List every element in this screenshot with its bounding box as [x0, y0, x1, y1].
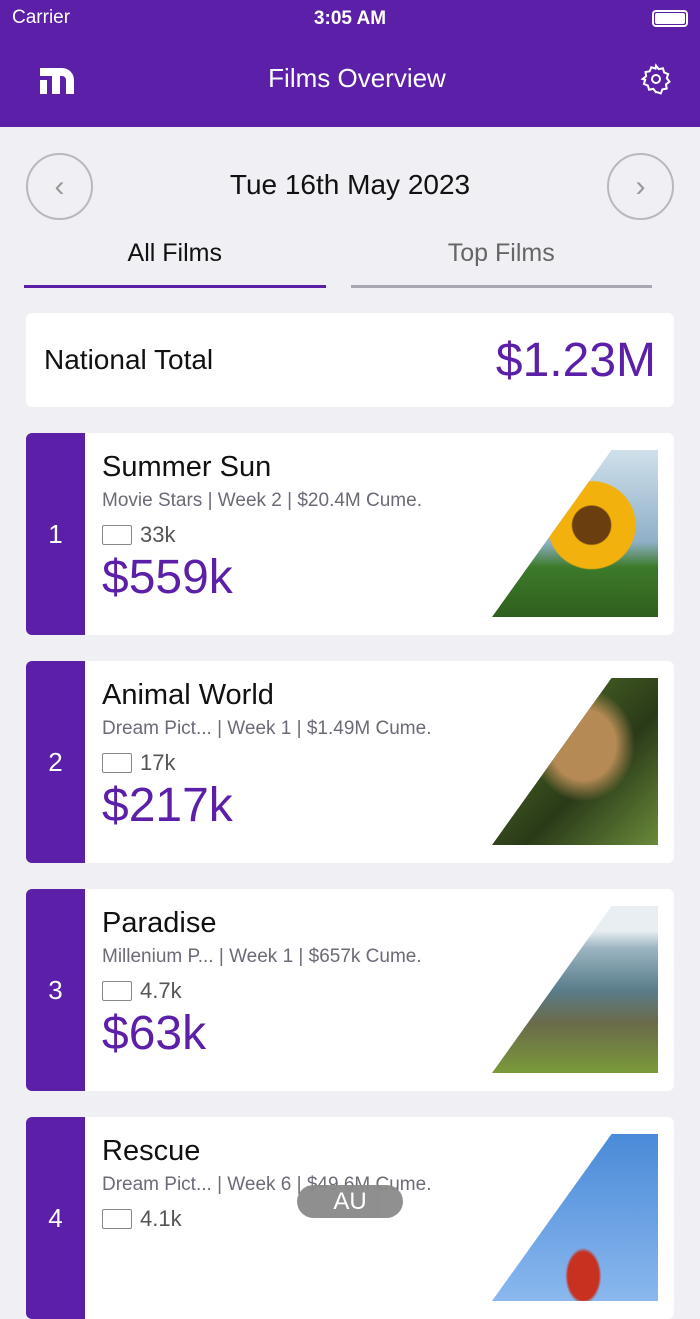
- carrier-label: Carrier: [12, 7, 71, 28]
- page-title: Films Overview: [268, 63, 446, 93]
- ticket-icon: [102, 1209, 132, 1229]
- film-meta: Millenium P... | Week 1 | $657k Cume.: [102, 946, 422, 967]
- m-logo-icon: [40, 67, 74, 94]
- film-info: Paradise Millenium P... | Week 1 | $657k…: [102, 907, 422, 1061]
- tab-all-films[interactable]: All Films: [24, 233, 326, 288]
- film-poster-image: [492, 1134, 658, 1301]
- film-rank: 1: [26, 433, 85, 635]
- gear-icon[interactable]: [640, 62, 672, 95]
- film-meta: Dream Pict... | Week 1 | $1.49M Cume.: [102, 718, 432, 739]
- current-date: Tue 16th May 2023: [229, 169, 471, 200]
- nav-bar: Films Overview: [0, 36, 700, 127]
- date-navigator: ‹ Tue 16th May 2023 ›: [0, 127, 700, 247]
- battery-icon: [652, 9, 688, 27]
- clock: 3:05 AM: [313, 8, 387, 29]
- status-bar: Carrier 3:05 AM: [0, 0, 700, 36]
- film-info: Animal World Dream Pict... | Week 1 | $1…: [102, 679, 431, 833]
- film-poster-image: [492, 450, 658, 617]
- film-title: Summer Sun: [102, 451, 272, 483]
- ticket-icon: [102, 525, 132, 545]
- tab-bar: All Films Top Films: [24, 233, 652, 288]
- tab-top-films[interactable]: Top Films: [350, 233, 652, 288]
- film-title: Paradise: [102, 907, 217, 939]
- national-total-card: National Total $1.23M: [26, 313, 674, 407]
- admissions-value: 4.1k: [140, 1206, 182, 1231]
- admissions-value: 33k: [140, 522, 176, 547]
- admissions-value: 17k: [140, 750, 176, 775]
- admissions: 17k: [102, 750, 431, 776]
- film-title: Rescue: [102, 1135, 201, 1167]
- region-badge[interactable]: AU: [297, 1185, 403, 1218]
- top-bar: Carrier 3:05 AM Films Overview: [0, 0, 700, 127]
- ticket-icon: [102, 753, 132, 773]
- national-total-label: National Total: [44, 344, 214, 375]
- national-total-value: $1.23M: [495, 333, 656, 387]
- film-rank: 2: [26, 661, 85, 863]
- admissions: 4.1k: [102, 1206, 431, 1232]
- admissions-value: 4.7k: [140, 978, 182, 1003]
- film-card[interactable]: 4 Rescue Dream Pict... | Week 6 | $49.6M…: [26, 1117, 674, 1319]
- film-rank: 4: [26, 1117, 85, 1319]
- film-meta: Movie Stars | Week 2 | $20.4M Cume.: [102, 490, 422, 511]
- film-card[interactable]: 2 Animal World Dream Pict... | Week 1 | …: [26, 661, 674, 863]
- previous-day-button[interactable]: ‹: [26, 153, 93, 220]
- film-card[interactable]: 3 Paradise Millenium P... | Week 1 | $65…: [26, 889, 674, 1091]
- next-day-button[interactable]: ›: [607, 153, 674, 220]
- film-poster-image: [492, 906, 658, 1073]
- film-info: Summer Sun Movie Stars | Week 2 | $20.4M…: [102, 451, 422, 605]
- film-gross: $63k: [102, 1007, 207, 1060]
- film-gross: $217k: [102, 779, 233, 832]
- ticket-icon: [102, 981, 132, 1001]
- admissions: 4.7k: [102, 978, 422, 1004]
- film-card[interactable]: 1 Summer Sun Movie Stars | Week 2 | $20.…: [26, 433, 674, 635]
- film-title: Animal World: [102, 679, 274, 711]
- film-poster-image: [492, 678, 658, 845]
- admissions: 33k: [102, 522, 422, 548]
- film-gross: $559k: [102, 551, 233, 604]
- film-rank: 3: [26, 889, 85, 1091]
